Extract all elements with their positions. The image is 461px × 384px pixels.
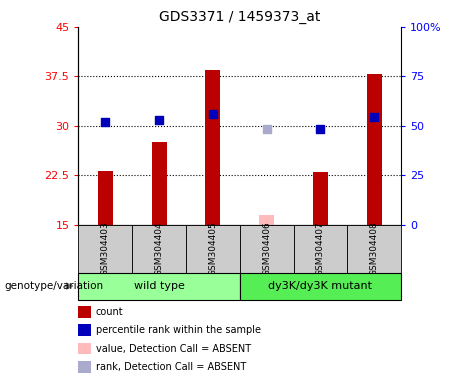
Text: GSM304405: GSM304405 — [208, 221, 217, 276]
Point — [371, 114, 378, 120]
Text: count: count — [96, 307, 124, 317]
Text: GSM304404: GSM304404 — [154, 221, 164, 276]
Bar — [78, 225, 132, 273]
Text: GSM304407: GSM304407 — [316, 221, 325, 276]
Text: genotype/variation: genotype/variation — [5, 281, 104, 291]
Point — [209, 111, 217, 117]
Bar — [78, 273, 240, 300]
Bar — [259, 215, 274, 225]
Bar — [132, 225, 186, 273]
Text: GSM304403: GSM304403 — [101, 221, 110, 276]
Point — [317, 126, 324, 132]
Point — [263, 126, 270, 132]
Text: percentile rank within the sample: percentile rank within the sample — [96, 325, 261, 335]
Bar — [313, 172, 328, 225]
Bar — [366, 74, 382, 225]
Point — [155, 118, 163, 124]
Bar — [98, 170, 113, 225]
Text: GSM304408: GSM304408 — [370, 221, 378, 276]
Bar — [294, 225, 347, 273]
Text: rank, Detection Call = ABSENT: rank, Detection Call = ABSENT — [96, 362, 246, 372]
Point — [101, 119, 109, 126]
Bar — [240, 225, 294, 273]
Bar — [347, 225, 401, 273]
Bar — [205, 70, 220, 225]
Text: wild type: wild type — [134, 281, 184, 291]
Bar — [240, 273, 401, 300]
Text: GSM304406: GSM304406 — [262, 221, 271, 276]
Text: dy3K/dy3K mutant: dy3K/dy3K mutant — [268, 281, 372, 291]
Bar — [186, 225, 240, 273]
Title: GDS3371 / 1459373_at: GDS3371 / 1459373_at — [159, 10, 320, 25]
Text: value, Detection Call = ABSENT: value, Detection Call = ABSENT — [96, 344, 251, 354]
Bar — [152, 142, 166, 225]
